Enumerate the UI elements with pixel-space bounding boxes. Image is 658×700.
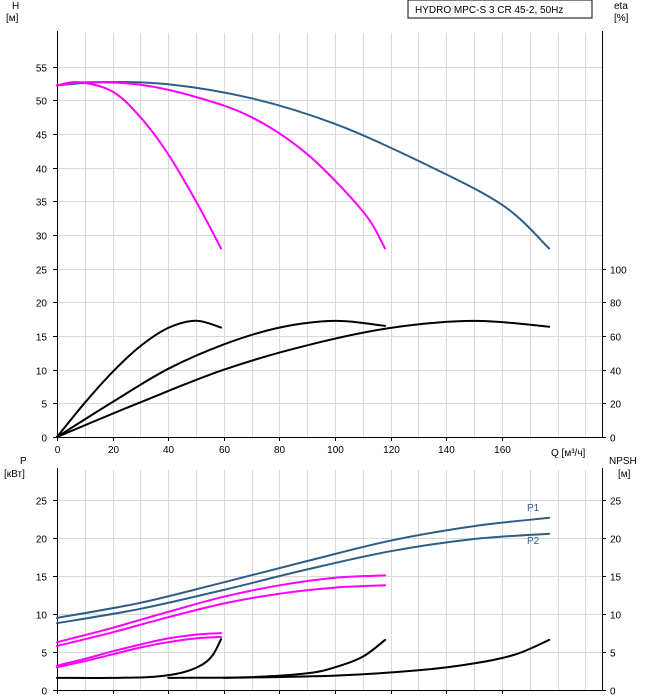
- right-tick-label: 80: [610, 299, 622, 310]
- right-tick-label: 10: [610, 611, 622, 622]
- flow-axis-label: Q [м³/ч]: [551, 448, 586, 459]
- left-tick-label: 35: [36, 198, 48, 209]
- left-tick-label: 20: [36, 535, 48, 546]
- curve-1-4: [56, 632, 223, 667]
- bottom-tick-label: 120: [383, 445, 400, 456]
- left-tick-label: 25: [36, 266, 48, 277]
- head-efficiency-grid: 0 5 10 15 20 25 30 35 40 45 50 55 0 20 40 60 80 100 0 20 40 6…: [36, 31, 627, 456]
- right-tick-label: 20: [610, 535, 622, 546]
- series-label-p2: P2: [527, 536, 540, 547]
- left-tick-label: 30: [36, 232, 48, 243]
- left-tick-label: 45: [36, 131, 48, 142]
- eta-axis-unit: [%]: [614, 13, 629, 24]
- curve-0-2: [56, 81, 223, 250]
- curve-1-1: [56, 532, 551, 625]
- left-tick-label: 0: [41, 687, 47, 698]
- right-tick-label: 0: [610, 434, 616, 445]
- eta-axis-label: eta: [614, 1, 628, 12]
- left-tick-label: 10: [36, 611, 48, 622]
- right-tick-label: 60: [610, 333, 622, 344]
- bottom-tick-label: 160: [494, 445, 511, 456]
- bottom-tick-label: 0: [55, 445, 61, 456]
- left-tick-label: 5: [41, 649, 47, 660]
- model-label: HYDRO MPC-S 3 CR 45-2, 50Hz: [415, 5, 563, 16]
- curve-0-1: [56, 81, 387, 250]
- curve-1-0: [56, 516, 551, 619]
- curve-0-3: [56, 319, 223, 438]
- right-tick-label: 25: [610, 497, 622, 508]
- head-axis-label: H: [12, 1, 19, 12]
- power-npsh-curves: [56, 516, 551, 679]
- left-tick-label: 50: [36, 97, 48, 108]
- curve-1-3: [56, 584, 387, 647]
- power-axis-unit: [кВт]: [4, 469, 25, 480]
- model-label-box: [407, 0, 593, 19]
- right-tick-label: 40: [610, 367, 622, 378]
- curve-1-6: [56, 638, 223, 679]
- bottom-tick-label: 80: [274, 445, 286, 456]
- bottom-tick-label: 60: [219, 445, 231, 456]
- left-tick-label: 10: [36, 367, 48, 378]
- right-tick-label: 5: [610, 649, 616, 660]
- npsh-axis-unit: [м]: [618, 469, 631, 480]
- curve-1-5: [56, 635, 223, 669]
- right-tick-label: 100: [610, 266, 627, 277]
- bottom-tick-label: 100: [327, 445, 344, 456]
- head-axis-unit: [м]: [6, 13, 19, 24]
- left-tick-label: 25: [36, 497, 48, 508]
- left-tick-label: 20: [36, 299, 48, 310]
- left-tick-label: 0: [41, 434, 47, 445]
- right-tick-label: 20: [610, 400, 622, 411]
- curve-1-2: [56, 574, 387, 644]
- curve-1-8: [222, 638, 551, 679]
- left-tick-label: 55: [36, 64, 48, 75]
- head-efficiency-curves: [56, 80, 551, 438]
- curve-1-7: [167, 638, 387, 679]
- npsh-axis-label: NPSH: [609, 456, 637, 467]
- curve-0-5: [56, 319, 551, 438]
- left-tick-label: 5: [41, 400, 47, 411]
- bottom-tick-label: 140: [438, 445, 455, 456]
- bottom-tick-label: 40: [163, 445, 175, 456]
- left-tick-label: 15: [36, 573, 48, 584]
- series-label-p1: P1: [527, 503, 540, 514]
- left-tick-label: 15: [36, 333, 48, 344]
- curve-0-4: [56, 319, 387, 438]
- power-npsh-grid: 0 5 10 15 20 25 0 5 10 15 20 25: [36, 468, 622, 698]
- right-tick-label: 15: [610, 573, 622, 584]
- power-axis-label: P: [20, 456, 27, 467]
- bottom-tick-label: 20: [108, 445, 120, 456]
- right-tick-label: 0: [610, 687, 616, 698]
- left-tick-label: 40: [36, 165, 48, 176]
